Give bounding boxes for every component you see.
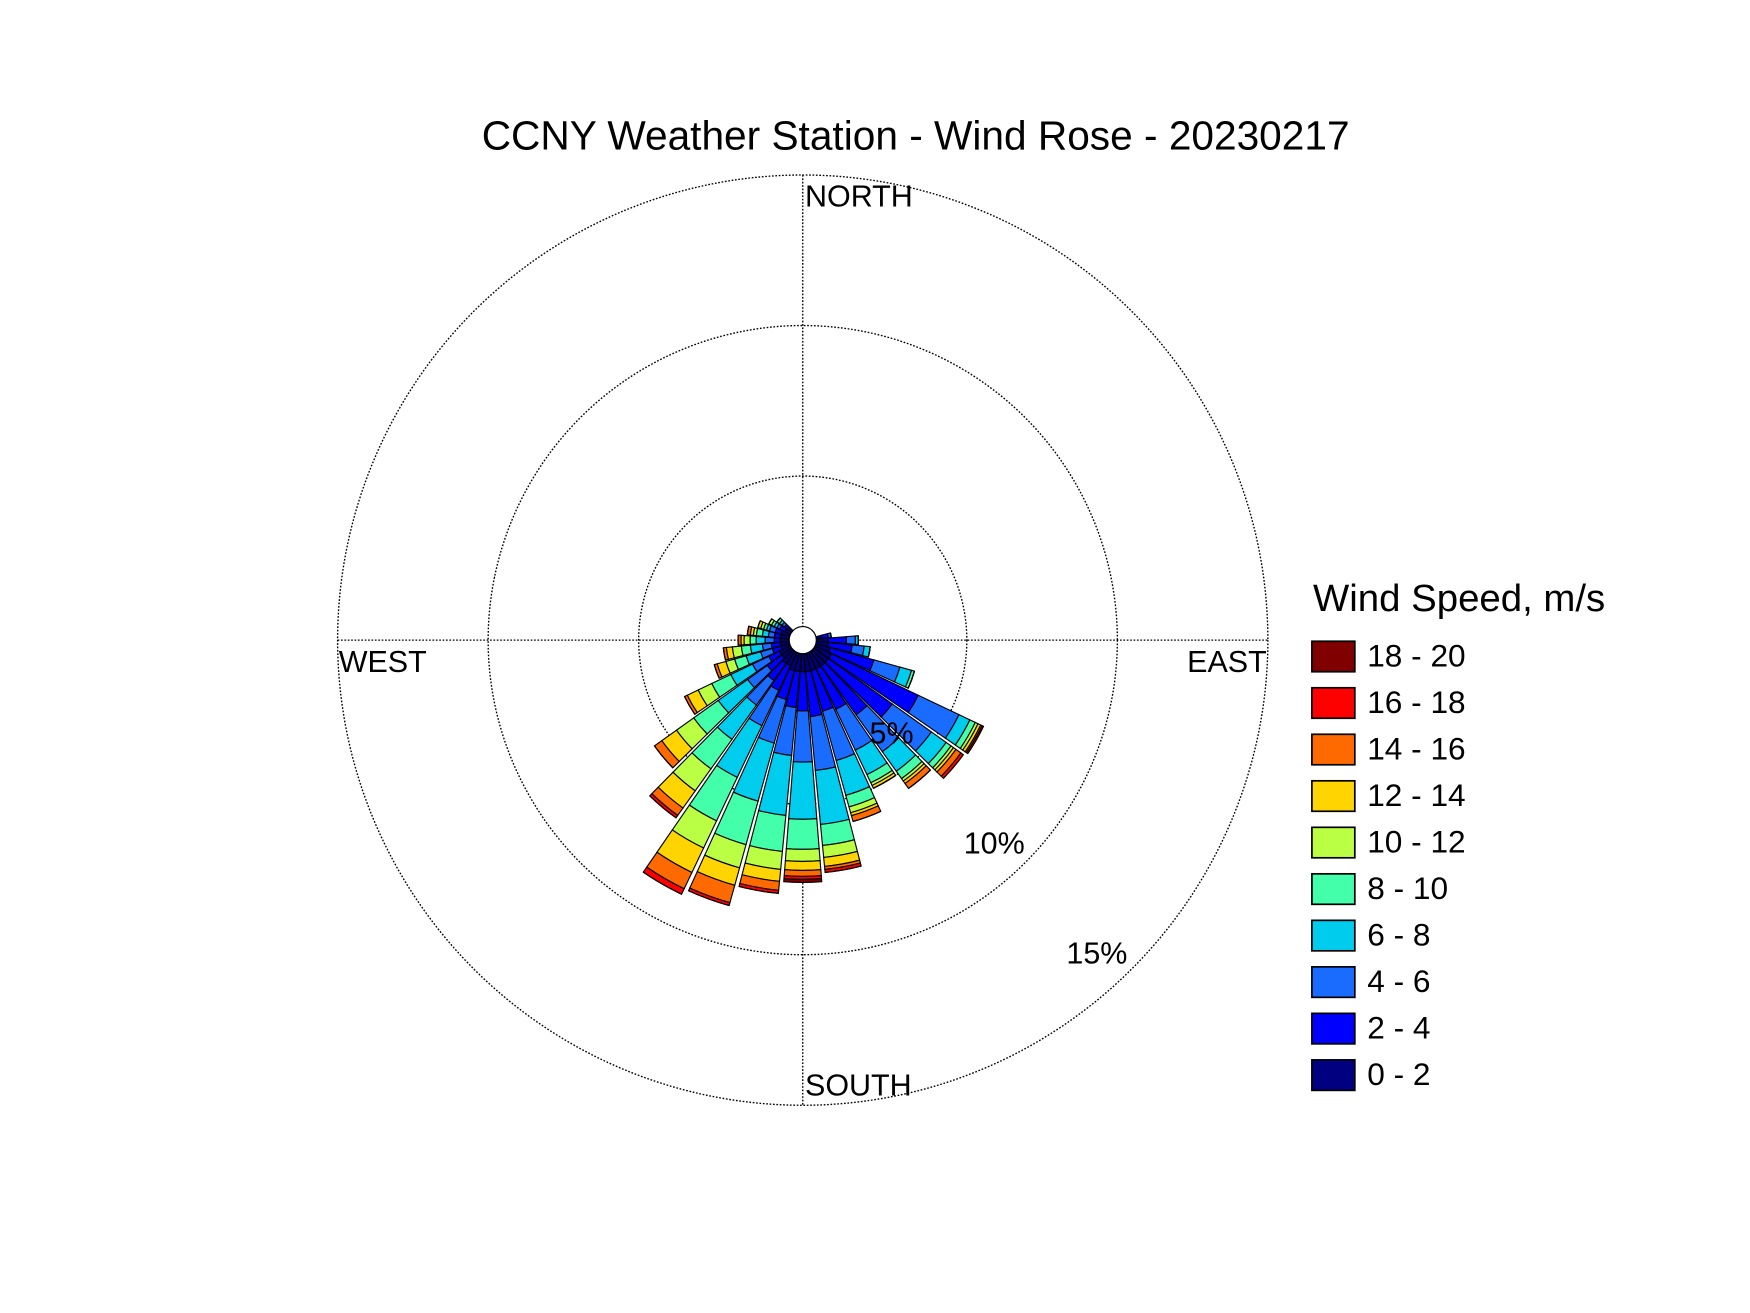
wedge-segment — [773, 637, 781, 643]
legend-swatch — [1311, 826, 1356, 859]
wedge-segment — [845, 635, 856, 645]
wedge-segment — [755, 635, 766, 645]
east-label: EAST — [1187, 645, 1267, 679]
wedge-segment — [784, 860, 822, 872]
wedge-segment — [783, 869, 822, 878]
ring-label: 5% — [870, 716, 914, 750]
south-label: SOUTH — [805, 1068, 912, 1102]
legend-label: 4 - 6 — [1367, 963, 1430, 999]
grid-ring — [487, 324, 1119, 956]
grid-ring — [336, 174, 1269, 1106]
wedge-segment — [852, 810, 882, 822]
chart-title: CCNY Weather Station - Wind Rose - 20230… — [482, 113, 1350, 159]
legend-label: 8 - 10 — [1367, 870, 1448, 906]
wedge-segment — [743, 634, 751, 646]
wedge-segment — [873, 774, 897, 789]
wedge-segment — [649, 795, 677, 819]
legend-label: 16 - 18 — [1367, 684, 1465, 720]
legend-swatch — [1311, 966, 1356, 999]
wedge-segment — [748, 809, 787, 853]
west-label: WEST — [339, 645, 427, 679]
legend-label: 18 - 20 — [1367, 638, 1465, 674]
wedge-segment — [783, 878, 823, 884]
wedge-segment — [942, 754, 964, 779]
legend-title: Wind Speed, m/s — [1313, 577, 1605, 620]
wedge-segment — [908, 769, 931, 789]
ring-label: 10% — [964, 826, 1025, 860]
legend-swatch — [1311, 640, 1356, 673]
wedge-segment — [788, 761, 818, 820]
legend-label: 14 - 16 — [1367, 731, 1465, 767]
legend-label: 10 - 12 — [1367, 824, 1465, 860]
legend-label: 2 - 4 — [1367, 1010, 1430, 1046]
wedge-segment — [776, 617, 781, 623]
wedge-segment — [907, 670, 915, 689]
wedge-segment — [768, 618, 773, 625]
wedge-segment — [785, 818, 820, 850]
legend-swatch — [1311, 733, 1356, 766]
legend-swatch — [1311, 872, 1356, 906]
wedge-segment — [749, 635, 757, 645]
wedge-segment — [764, 636, 775, 644]
wedge-segment — [784, 848, 821, 862]
legend-swatch — [1311, 1059, 1356, 1092]
legend-label: 6 - 8 — [1367, 917, 1430, 953]
legend-label: 12 - 14 — [1367, 777, 1465, 813]
north-label: NORTH — [805, 180, 913, 214]
wedge-segment — [792, 710, 813, 763]
legend-swatch — [1311, 919, 1356, 952]
wedge-segment — [654, 745, 674, 769]
legend-swatch — [1311, 779, 1356, 813]
legend-label: 0 - 2 — [1367, 1056, 1430, 1092]
legend-swatch — [1311, 1012, 1356, 1045]
ring-label: 15% — [1066, 937, 1127, 971]
wedge-segment — [688, 890, 730, 907]
center-hole — [788, 626, 817, 655]
wedge-segment — [746, 626, 750, 635]
legend-swatch — [1311, 686, 1356, 720]
